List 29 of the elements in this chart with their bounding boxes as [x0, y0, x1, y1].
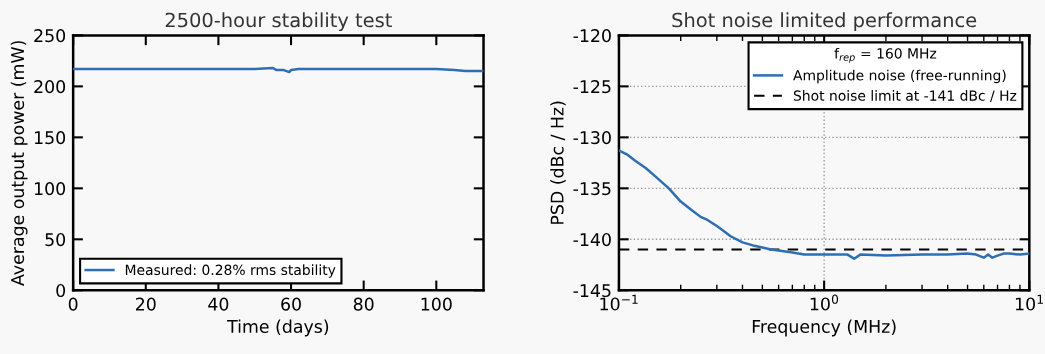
y-tick-label: 250	[34, 29, 66, 43]
y-tick-label: -135	[573, 182, 611, 196]
x-axis-title: Time (days)	[227, 319, 329, 337]
x-tick-label: 60	[281, 297, 301, 311]
chart-title: Shot noise limited performance	[672, 12, 977, 32]
y-tick-label: 200	[34, 80, 66, 94]
legend-label: Measured: 0.28% rms stability	[125, 264, 336, 278]
chart-title: 2500-hour stability test	[165, 12, 392, 32]
x-tick-label: 80	[353, 297, 374, 311]
y-tick-label: -140	[573, 233, 611, 247]
y-tick-label: 50	[45, 233, 66, 247]
x-tick-label: 20	[136, 297, 156, 311]
y-tick-label: 0	[56, 283, 66, 298]
y-tick-label: 100	[34, 182, 66, 196]
x-tick-label: 0	[68, 297, 78, 311]
y-tick-label: 150	[34, 131, 66, 145]
x-tick-label: 100	[421, 297, 452, 311]
y-tick-label: -130	[573, 131, 611, 145]
y-tick-label: -125	[573, 80, 611, 94]
y-tick-label: -120	[573, 29, 611, 43]
legend-label: Shot noise limit at -141 dBc / Hz	[793, 90, 1017, 102]
x-tick-label: 10$^{1}$	[1015, 294, 1043, 311]
y-axis-title: Average output power (mW)	[10, 41, 28, 286]
x-axis-title: Frequency (MHz)	[752, 319, 896, 337]
legend-title: f$_{rep}$ = 160 MHz	[834, 47, 937, 63]
x-tick-label: 10$^{0}$	[810, 294, 839, 311]
legend-label: Amplitude noise (free-running)	[793, 69, 1006, 84]
x-tick-label: 40	[208, 297, 229, 311]
y-axis-title: PSD (dBc / Hz)	[550, 101, 566, 224]
